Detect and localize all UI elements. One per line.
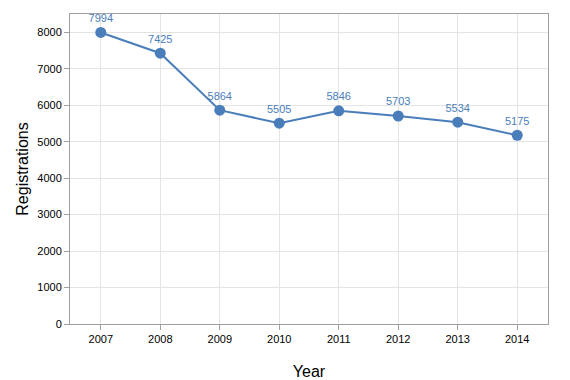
- svg-text:2010: 2010: [267, 333, 291, 345]
- svg-text:4000: 4000: [37, 172, 61, 184]
- svg-text:7000: 7000: [37, 63, 61, 75]
- svg-text:6000: 6000: [37, 99, 61, 111]
- svg-text:2007: 2007: [89, 333, 113, 345]
- svg-text:Registrations: Registrations: [14, 122, 31, 215]
- svg-text:5864: 5864: [208, 90, 232, 102]
- svg-text:Year: Year: [293, 363, 326, 380]
- svg-text:5703: 5703: [386, 95, 410, 107]
- svg-text:5000: 5000: [37, 136, 61, 148]
- svg-text:3000: 3000: [37, 208, 61, 220]
- svg-text:2012: 2012: [386, 333, 410, 345]
- svg-text:2011: 2011: [327, 333, 351, 345]
- svg-text:1000: 1000: [37, 281, 61, 293]
- svg-text:5505: 5505: [267, 103, 291, 115]
- svg-text:2008: 2008: [148, 333, 172, 345]
- svg-text:7425: 7425: [148, 33, 172, 45]
- svg-text:2000: 2000: [37, 245, 61, 257]
- svg-text:7994: 7994: [89, 12, 113, 24]
- svg-text:0: 0: [56, 318, 62, 330]
- svg-text:5846: 5846: [327, 90, 351, 102]
- svg-text:8000: 8000: [37, 26, 61, 38]
- svg-text:2009: 2009: [208, 333, 232, 345]
- svg-text:5175: 5175: [505, 115, 529, 127]
- svg-text:2014: 2014: [505, 333, 529, 345]
- svg-text:2013: 2013: [445, 333, 469, 345]
- svg-text:5534: 5534: [445, 102, 469, 114]
